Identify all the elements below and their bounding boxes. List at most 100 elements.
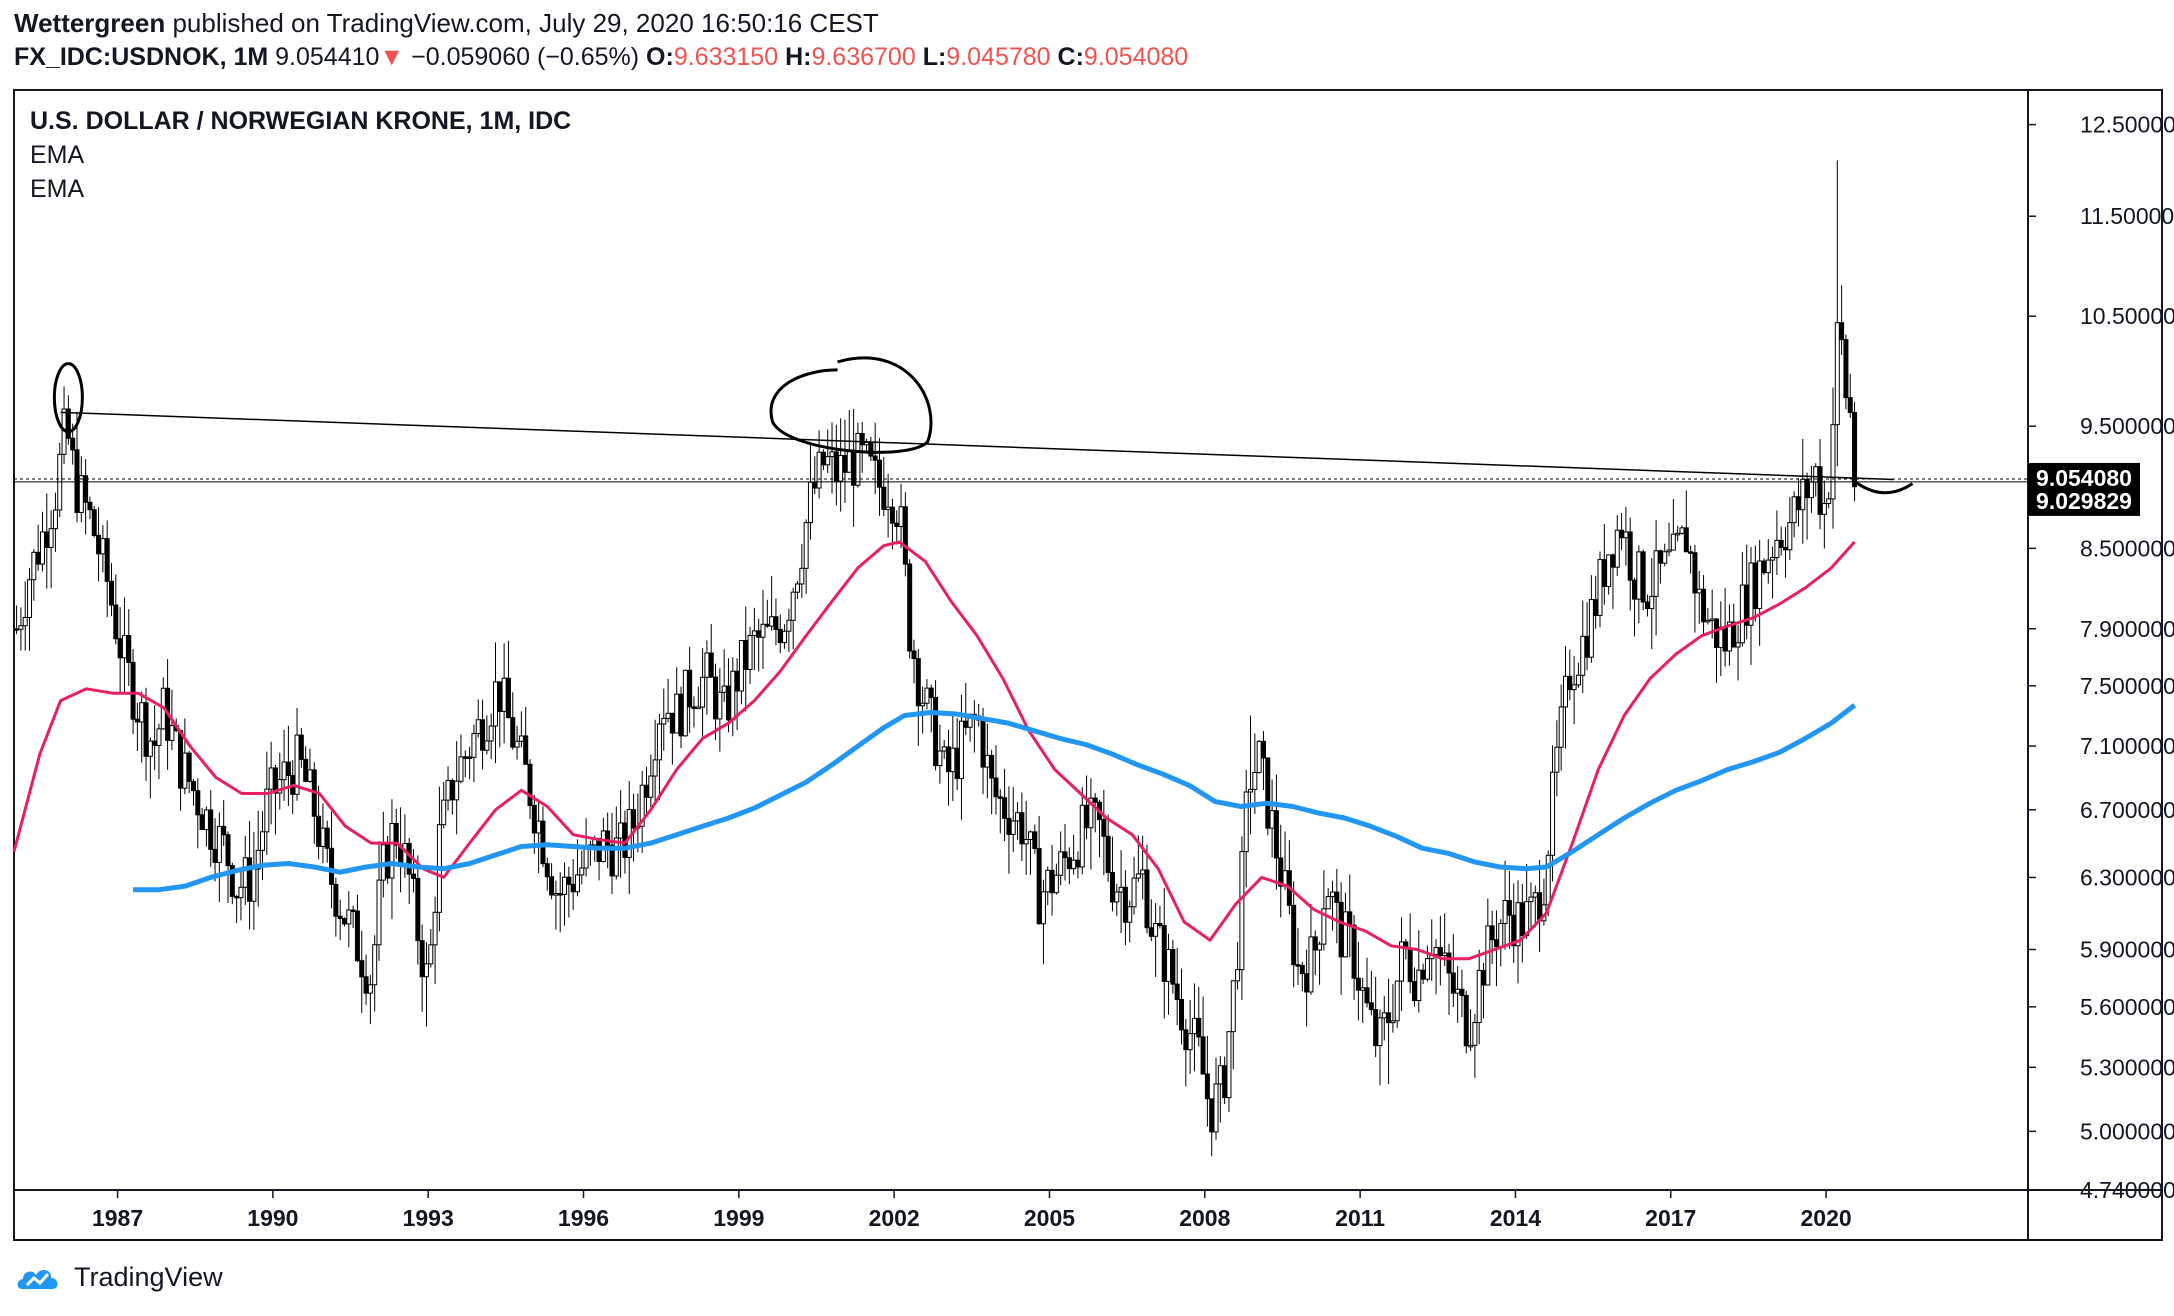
candle-body (65, 408, 71, 439)
candle (1187, 999, 1193, 1074)
candle-body (782, 630, 788, 644)
candle (462, 750, 468, 778)
candle-body (303, 758, 309, 782)
candle (842, 419, 848, 503)
candle (1101, 789, 1107, 876)
candle-body (1748, 562, 1754, 626)
candle (911, 639, 917, 684)
candle-body (1049, 869, 1055, 894)
x-tick-label: 1987 (92, 1205, 143, 1231)
candle-body (846, 449, 852, 473)
candle-body (1493, 939, 1499, 948)
candle (1511, 883, 1517, 964)
legend-ema-slow[interactable]: EMA (30, 175, 85, 203)
candle (691, 696, 697, 728)
candle-body (14, 628, 20, 631)
candle-body (1010, 820, 1016, 835)
candle (492, 642, 498, 764)
x-tick-label: 2017 (1645, 1205, 1696, 1231)
candle-body (812, 481, 818, 489)
candle-body (1027, 831, 1033, 841)
candle (695, 686, 701, 710)
candle (449, 778, 455, 815)
candle-body (411, 873, 417, 879)
candle (221, 800, 227, 846)
down-arrow-icon: ▼ (379, 43, 405, 71)
candle (303, 746, 309, 783)
candle (756, 618, 762, 672)
candle (1795, 478, 1801, 527)
candle-body (363, 976, 369, 994)
tradingview-logo[interactable]: TradingView (14, 1262, 223, 1293)
candle-body (178, 730, 184, 789)
candle-body (1062, 851, 1068, 859)
candle (760, 589, 766, 669)
candle-body (1265, 757, 1271, 829)
legend-title[interactable]: U.S. DOLLAR / NORWEGIAN KRONE, 1M, IDC (30, 107, 572, 135)
candle (1731, 603, 1737, 648)
candle (777, 614, 783, 654)
candle-body (1045, 869, 1051, 893)
candle-body (48, 528, 54, 548)
candle (1386, 978, 1392, 1085)
candle-body (1644, 601, 1650, 609)
candle-body (1550, 771, 1556, 856)
candle (238, 871, 244, 921)
candle-body (1226, 1031, 1232, 1099)
candle-body (570, 883, 576, 893)
candle-body (1187, 1033, 1193, 1051)
candle (501, 643, 507, 744)
candle (795, 581, 801, 599)
candle (337, 899, 343, 941)
candle-body (83, 475, 89, 503)
candle (1705, 608, 1711, 625)
candle (1256, 740, 1262, 774)
candle-body (1450, 972, 1456, 994)
legend-ema-fast[interactable]: EMA (30, 141, 85, 169)
candle (1170, 939, 1176, 994)
candle-body (234, 895, 240, 899)
candle (1002, 768, 1008, 841)
candle (915, 649, 921, 746)
candles (14, 160, 1858, 1157)
candle (1701, 575, 1707, 635)
candle (436, 786, 442, 932)
candle (484, 715, 490, 755)
candle-body (902, 506, 908, 565)
price-axis[interactable]: 12.500000 11.500000 10.500000 9.500000 8.500… (2028, 112, 2174, 1203)
candle-body (1101, 819, 1107, 837)
candle-body (260, 831, 266, 851)
candle-body (1649, 595, 1655, 609)
y-tick-label: 7.100000 (2080, 733, 2174, 759)
candle-body (868, 442, 874, 457)
candle (156, 723, 162, 780)
author-name[interactable]: Wettergreen (14, 8, 166, 38)
candle (1437, 916, 1443, 986)
candle (652, 719, 658, 803)
candle-body (1373, 1009, 1379, 1047)
x-tick-label: 1996 (558, 1205, 609, 1231)
y-tick-label: 5.600000 (2080, 994, 2174, 1020)
candle-body (1653, 550, 1659, 597)
candle-body (820, 451, 826, 466)
candle (52, 492, 58, 552)
candle (1852, 401, 1858, 502)
candle-body (1830, 424, 1836, 500)
candle-body (1015, 812, 1021, 822)
candle (78, 456, 84, 523)
candle (1368, 970, 1374, 1016)
candle (644, 766, 650, 814)
chart-legend: U.S. DOLLAR / NORWEGIAN KRONE, 1M, IDC E… (30, 104, 571, 206)
candle-body (682, 669, 688, 737)
open-label: O: (646, 43, 674, 71)
candle-body (756, 630, 762, 638)
candle-body (851, 449, 857, 486)
time-axis[interactable]: 1987 1990 1993 1996 1999 2002 2005 2008 2011 2014… (92, 1190, 1852, 1231)
candle-body (1330, 891, 1336, 898)
candle (881, 457, 887, 517)
candle (1282, 831, 1288, 890)
candle (1351, 915, 1357, 1000)
candle (661, 688, 667, 751)
